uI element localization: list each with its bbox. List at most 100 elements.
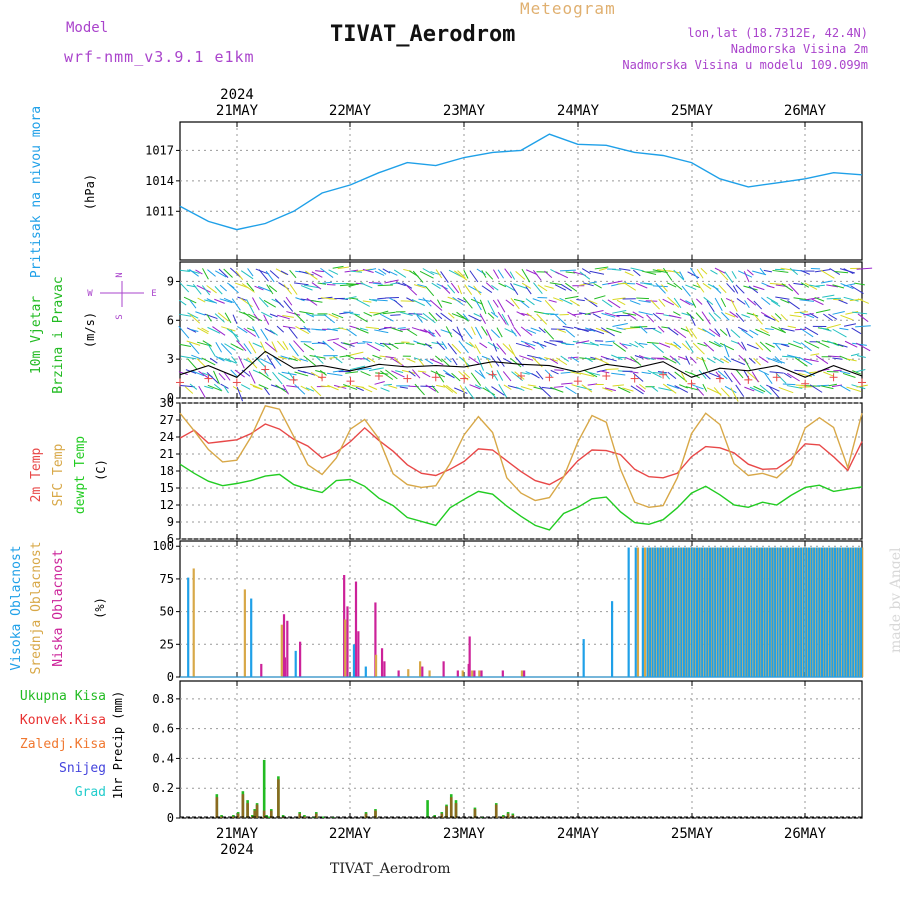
wind-arrow bbox=[800, 282, 810, 288]
wind-arrow bbox=[758, 356, 769, 363]
wind-arrow bbox=[447, 343, 457, 355]
wind-arrow bbox=[456, 311, 469, 322]
wind-arrow bbox=[179, 384, 195, 388]
wind-arrow bbox=[223, 372, 231, 381]
wind-arrow bbox=[513, 283, 528, 290]
wind-arrow bbox=[696, 356, 706, 362]
wind-arrow bbox=[673, 311, 681, 316]
wind-arrow bbox=[815, 340, 830, 349]
wind-arrow bbox=[310, 300, 323, 303]
wind-arrow bbox=[803, 313, 814, 316]
wind-arrow bbox=[213, 370, 220, 385]
wind-arrow bbox=[285, 296, 293, 306]
wind-arrow bbox=[855, 325, 871, 328]
high-cloud-bar bbox=[656, 547, 659, 677]
wind-arrow bbox=[322, 281, 332, 284]
wind-arrow bbox=[252, 385, 263, 390]
wind-arrow bbox=[634, 355, 644, 359]
y-tick-label: 0 bbox=[167, 391, 174, 405]
wind-arrow bbox=[780, 313, 788, 321]
wind-arrow bbox=[719, 342, 735, 351]
wind-arrow bbox=[406, 328, 418, 337]
wind-arrow bbox=[770, 300, 781, 307]
wind-arrow bbox=[246, 299, 255, 314]
wind-arrow bbox=[856, 355, 866, 358]
wind-arrow bbox=[737, 341, 745, 350]
wind-arrow bbox=[723, 343, 730, 358]
wind-arrow bbox=[741, 341, 747, 351]
wind-arrow bbox=[451, 357, 458, 366]
wind-arrow bbox=[538, 327, 546, 334]
mid-cloud-bar bbox=[478, 670, 481, 677]
wind-arrow bbox=[635, 282, 648, 289]
wind-arrow bbox=[422, 268, 435, 276]
wind-arrow bbox=[521, 268, 531, 283]
wind-arrow bbox=[414, 383, 425, 396]
high-cloud-bar bbox=[792, 547, 795, 677]
wind-arrow bbox=[362, 357, 371, 363]
wind-arrow bbox=[206, 298, 218, 304]
wind-arrow bbox=[247, 268, 254, 277]
total-precip-bar bbox=[322, 816, 325, 818]
wind-arrow bbox=[282, 314, 294, 318]
wind-arrow bbox=[481, 285, 493, 293]
wind-arrow bbox=[310, 385, 322, 397]
wind-arrow bbox=[814, 297, 825, 302]
wind-arrow bbox=[536, 313, 548, 325]
wind-arrow bbox=[755, 328, 771, 337]
wind-arrow bbox=[778, 386, 794, 394]
wind-arrow bbox=[219, 298, 233, 304]
wind-arrow bbox=[821, 385, 834, 390]
low-cloud-bar bbox=[282, 614, 286, 677]
wind-arrow bbox=[303, 355, 316, 366]
conv-precip-bar bbox=[232, 816, 235, 818]
wind-arrow bbox=[294, 384, 306, 395]
wind-arrow bbox=[236, 340, 247, 352]
wind-arrow bbox=[809, 312, 819, 319]
wind-arrow bbox=[521, 282, 532, 289]
wind-arrow bbox=[215, 342, 223, 353]
wind-arrow bbox=[446, 385, 458, 394]
wind-arrow bbox=[753, 385, 766, 393]
wind-arrow bbox=[820, 280, 833, 284]
mid-cloud-bar bbox=[656, 547, 658, 677]
mid-cloud-bar bbox=[737, 547, 739, 677]
wind-arrow bbox=[697, 327, 707, 333]
high-cloud-bar bbox=[352, 644, 356, 677]
wind-arrow bbox=[328, 313, 339, 319]
wind-arrow bbox=[775, 296, 790, 300]
mid-cloud-bar bbox=[851, 547, 853, 677]
wind-arrow bbox=[391, 327, 403, 333]
conv-precip-bar bbox=[236, 813, 240, 818]
wind-arrow bbox=[798, 372, 812, 378]
wind-arrow bbox=[538, 356, 547, 362]
wind-arrow bbox=[630, 267, 644, 272]
wind-arrow bbox=[619, 342, 628, 349]
high-cloud-bar bbox=[703, 547, 706, 677]
y-tick-label: 6 bbox=[167, 532, 174, 546]
mid-cloud-bar bbox=[791, 547, 793, 677]
wind-arrow bbox=[793, 282, 804, 286]
bottom-day-label: 23MAY bbox=[443, 826, 486, 842]
mid-cloud-bar bbox=[692, 547, 694, 677]
wind-arrow bbox=[731, 271, 737, 279]
wind-arrow bbox=[445, 326, 453, 338]
wind-arrow bbox=[607, 299, 621, 309]
wind-arrow bbox=[218, 372, 226, 381]
wind-arrow bbox=[315, 270, 325, 273]
wind-arrow bbox=[834, 271, 849, 274]
wind-arrow bbox=[719, 270, 729, 281]
top-day-label: 26MAY bbox=[784, 103, 827, 119]
y-tick-label: 0 bbox=[167, 811, 174, 825]
wind-arrow bbox=[470, 326, 476, 336]
high-cloud-bar bbox=[847, 547, 850, 677]
mid-cloud-bar bbox=[828, 547, 830, 677]
wind-arrow bbox=[232, 314, 238, 324]
wind-arrow bbox=[468, 341, 476, 349]
wind-arrow bbox=[382, 342, 392, 351]
high-cloud-bar bbox=[808, 547, 811, 677]
wind-arrow bbox=[766, 296, 779, 305]
wind-arrow bbox=[559, 269, 576, 272]
wind-arrow bbox=[746, 343, 759, 350]
wind-arrow bbox=[515, 386, 525, 392]
